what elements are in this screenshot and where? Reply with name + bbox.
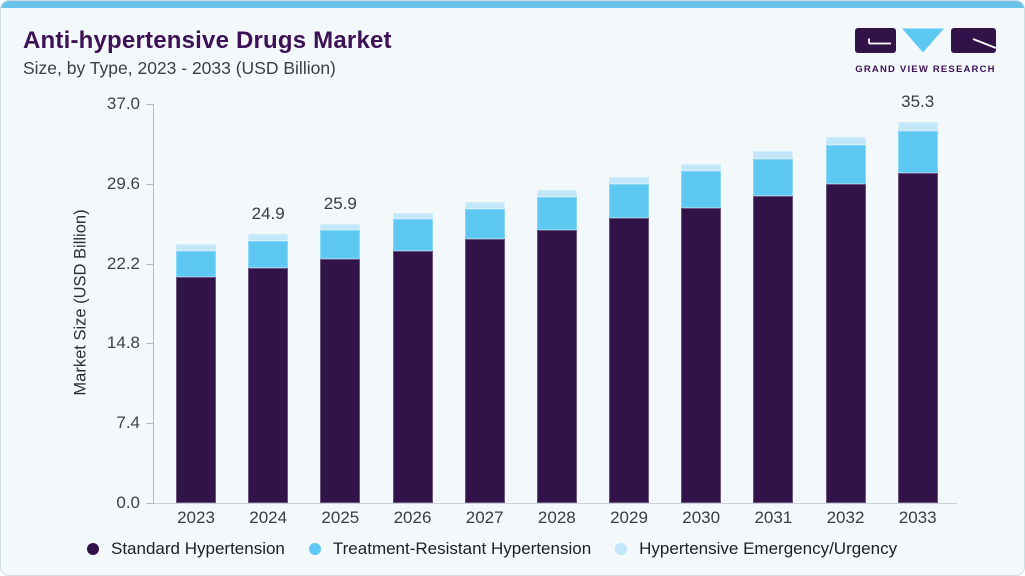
- bar-segment-2029-hypertensive-emergency-urgency: [609, 177, 650, 184]
- bar-segment-2029-treatment-resistant-hypertension: [609, 183, 650, 219]
- bar-segment-2032-hypertensive-emergency-urgency: [825, 137, 866, 145]
- legend-label: Hypertensive Emergency/Urgency: [639, 539, 898, 558]
- bar-segment-2032-standard-hypertension: [825, 183, 866, 503]
- x-axis-label-2025: 2025: [321, 508, 360, 527]
- bar-segment-2031-treatment-resistant-hypertension: [753, 158, 794, 196]
- bar-stack-2029: [609, 177, 650, 503]
- legend-item-hypertensive-emergency-urgency: Hypertensive Emergency/Urgency: [615, 539, 897, 559]
- y-axis-tick-mark: [146, 343, 154, 345]
- bar-stack-2024: [248, 234, 289, 503]
- chart-legend: Standard Hypertension Treatment-Resistan…: [87, 539, 897, 559]
- logo-wordmark: GRAND VIEW RESEARCH: [855, 64, 996, 75]
- bar-stack-2027: [464, 202, 505, 503]
- y-axis-tick-label-22.2: 22.2: [106, 253, 140, 273]
- x-axis-label-2027: 2027: [465, 508, 504, 527]
- y-axis-tick-label-14.8: 14.8: [106, 333, 140, 353]
- bar-segment-2030-treatment-resistant-hypertension: [681, 170, 722, 208]
- y-axis-line: [153, 104, 154, 503]
- bar-segment-2024-standard-hypertension: [248, 267, 289, 503]
- legend-dot-icon: [87, 543, 99, 555]
- bar-segment-2023-standard-hypertension: [176, 276, 216, 503]
- bar-total-label-2025: 25.9: [323, 193, 357, 213]
- bar-segment-2028-hypertensive-emergency-urgency: [536, 190, 577, 197]
- bar-segment-2023-hypertensive-emergency-urgency: [176, 244, 216, 251]
- bar-segment-2024-hypertensive-emergency-urgency: [248, 234, 289, 241]
- y-axis-title: Market Size (USD Billion): [71, 209, 90, 396]
- x-axis-label-2033: 2033: [898, 508, 937, 527]
- bar-stack-2028: [536, 190, 577, 503]
- legend-item-standard-hypertension: Standard Hypertension: [87, 539, 285, 559]
- bar-segment-2025-treatment-resistant-hypertension: [320, 230, 361, 260]
- bar-total-label-2033: 35.3: [901, 92, 935, 112]
- bar-segment-2030-hypertensive-emergency-urgency: [681, 164, 722, 171]
- y-axis-tick-label-29.6: 29.6: [106, 173, 140, 193]
- x-axis-label-2029: 2029: [610, 508, 648, 527]
- bar-segment-2030-standard-hypertension: [681, 207, 722, 503]
- legend-label: Standard Hypertension: [111, 539, 285, 558]
- x-axis-label-2023: 2023: [177, 508, 215, 527]
- y-axis-tick-mark: [146, 183, 154, 185]
- bar-segment-2031-standard-hypertension: [753, 195, 794, 503]
- y-axis-tick-label-0.0: 0.0: [116, 493, 140, 512]
- bar-segment-2026-hypertensive-emergency-urgency: [392, 212, 433, 220]
- x-axis-label-2032: 2032: [826, 508, 865, 527]
- bar-segment-2025-standard-hypertension: [320, 259, 361, 503]
- bar-total-label-2024: 24.9: [251, 204, 285, 224]
- bar-stack-2030: [681, 164, 722, 503]
- legend-label: Treatment-Resistant Hypertension: [332, 539, 592, 558]
- bar-segment-2033-standard-hypertension: [897, 173, 938, 503]
- bar-segment-2033-hypertensive-emergency-urgency: [897, 122, 938, 131]
- chart-title: Anti-hypertensive Drugs Market: [23, 27, 392, 54]
- y-axis-tick-mark: [146, 503, 154, 504]
- x-axis-label-2031: 2031: [754, 508, 793, 527]
- y-axis-tick-mark: [146, 423, 154, 425]
- legend-dot-icon: [308, 543, 321, 555]
- bar-segment-2025-hypertensive-emergency-urgency: [320, 223, 361, 231]
- y-axis-tick-label-7.4: 7.4: [116, 413, 140, 433]
- bar-segment-2028-treatment-resistant-hypertension: [536, 196, 577, 231]
- bar-segment-2027-standard-hypertension: [464, 238, 505, 503]
- legend-dot-icon: [615, 543, 628, 555]
- bar-segment-2026-standard-hypertension: [392, 250, 433, 503]
- bar-stack-2032: [825, 137, 866, 503]
- bar-segment-2027-hypertensive-emergency-urgency: [464, 202, 505, 209]
- bar-segment-2027-treatment-resistant-hypertension: [464, 208, 505, 239]
- x-axis-line: [153, 503, 957, 504]
- bar-segment-2033-treatment-resistant-hypertension: [897, 130, 938, 173]
- top-accent-bar: [1, 1, 1024, 8]
- chart-subtitle: Size, by Type, 2023 - 2033 (USD Billion): [23, 58, 336, 78]
- bar-segment-2029-standard-hypertension: [609, 218, 650, 503]
- bar-stack-2031: [753, 151, 794, 503]
- bar-segment-2023-treatment-resistant-hypertension: [176, 250, 216, 277]
- gvr-logo-icon: [855, 28, 997, 53]
- bar-segment-2031-hypertensive-emergency-urgency: [753, 151, 794, 159]
- bar-stack-2025: [320, 223, 361, 503]
- bar-stack-2033: [897, 122, 938, 503]
- bar-segment-2032-treatment-resistant-hypertension: [825, 144, 866, 184]
- x-axis-label-2024: 2024: [249, 508, 288, 527]
- grand-view-research-logo: GRAND VIEW RESEARCH: [855, 28, 997, 75]
- x-axis-label-2026: 2026: [393, 508, 432, 527]
- bar-stack-2023: [176, 244, 216, 503]
- bar-segment-2024-treatment-resistant-hypertension: [248, 240, 289, 268]
- bar-segment-2028-standard-hypertension: [536, 230, 577, 503]
- x-axis-label-2030: 2030: [682, 508, 721, 527]
- x-axis-label-2028: 2028: [537, 508, 576, 527]
- y-axis-tick-mark: [146, 104, 154, 105]
- bar-segment-2026-treatment-resistant-hypertension: [392, 219, 433, 251]
- y-axis-tick-label-37.0: 37.0: [106, 94, 140, 113]
- y-axis-tick-mark: [146, 263, 154, 265]
- legend-item-treatment-resistant-hypertension: Treatment-Resistant Hypertension: [308, 539, 592, 559]
- bar-stack-2026: [392, 212, 433, 503]
